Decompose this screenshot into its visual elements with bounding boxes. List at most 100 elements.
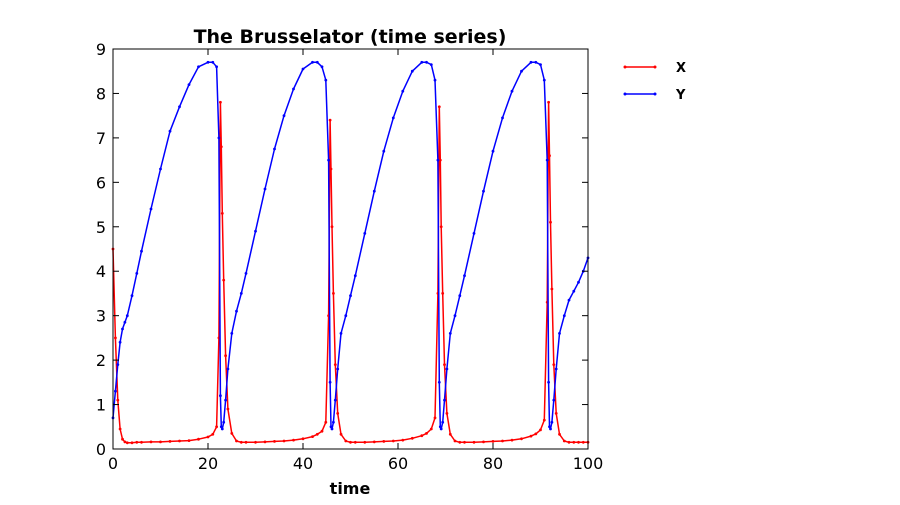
series-x-point bbox=[235, 439, 238, 443]
series-y-point bbox=[239, 292, 243, 295]
series-y-point bbox=[433, 78, 437, 82]
series-y-point bbox=[510, 89, 514, 93]
series-x-point bbox=[382, 440, 386, 443]
series-x-point bbox=[222, 278, 226, 282]
series-x-point bbox=[118, 427, 122, 431]
legend-x-marker-start bbox=[623, 65, 627, 69]
series-x-point bbox=[332, 292, 335, 295]
series-x-point bbox=[443, 363, 446, 366]
series-x-point bbox=[215, 425, 219, 429]
series-x-point bbox=[114, 336, 117, 340]
series-x-point bbox=[438, 158, 442, 162]
series-y-point bbox=[425, 60, 428, 64]
series-y-line bbox=[112, 61, 589, 430]
series-x-point bbox=[244, 440, 248, 444]
series-y-point bbox=[315, 60, 319, 64]
series-y-point bbox=[329, 425, 333, 429]
series-y-point bbox=[178, 105, 181, 109]
series-y-point bbox=[482, 189, 485, 193]
series-x-point bbox=[567, 440, 571, 444]
series-y-point bbox=[534, 60, 538, 64]
series-y-point bbox=[328, 380, 332, 384]
series-y-point bbox=[217, 136, 221, 140]
series-y-point bbox=[547, 380, 550, 384]
series-x-point bbox=[542, 418, 546, 422]
series-y-point bbox=[372, 189, 376, 193]
series-y-point bbox=[235, 309, 238, 313]
series-y-point bbox=[558, 332, 561, 335]
series-y-point bbox=[529, 60, 533, 64]
series-x-point bbox=[448, 432, 452, 436]
series-y-point bbox=[448, 332, 452, 335]
series-x-point bbox=[437, 105, 441, 109]
series-y-point bbox=[114, 389, 117, 393]
series-x-point bbox=[552, 363, 556, 366]
series-x-point bbox=[273, 440, 276, 443]
series-x-point bbox=[130, 441, 134, 445]
x-axis-label: time bbox=[330, 479, 371, 498]
series-y-point bbox=[332, 420, 335, 424]
y-tick-label: 0 bbox=[96, 440, 106, 459]
series-x-point bbox=[410, 436, 414, 440]
series-x-point bbox=[439, 225, 443, 229]
series-x-point bbox=[441, 292, 445, 295]
series-y-point bbox=[501, 116, 504, 120]
y-tick-label: 5 bbox=[96, 218, 106, 237]
series-x-point bbox=[482, 440, 485, 444]
series-x-point bbox=[429, 427, 433, 431]
series-y-point bbox=[159, 167, 162, 171]
series-x-point bbox=[320, 429, 324, 433]
series-y-point bbox=[230, 332, 234, 335]
x-tick-label: 20 bbox=[198, 454, 218, 473]
series-y-point bbox=[349, 294, 352, 298]
series-y-point bbox=[327, 158, 330, 162]
series-y-point bbox=[401, 89, 405, 93]
series-x-point bbox=[324, 420, 328, 424]
series-y-point bbox=[420, 60, 424, 64]
series-y-point bbox=[187, 83, 191, 86]
series-x-point bbox=[458, 440, 462, 444]
series-y-point bbox=[453, 314, 457, 318]
series-y-point bbox=[472, 232, 476, 235]
series-x-point bbox=[353, 440, 357, 444]
series-y-point bbox=[554, 367, 558, 371]
series-y-point bbox=[577, 280, 580, 284]
series-y-point bbox=[168, 129, 172, 133]
series-x-point bbox=[339, 432, 343, 436]
series-x-point bbox=[425, 432, 428, 435]
series-y-point bbox=[149, 207, 153, 211]
series-x-point bbox=[149, 440, 153, 444]
series-x-point bbox=[168, 440, 172, 443]
series-y-point bbox=[324, 78, 328, 82]
series-x-point bbox=[420, 434, 424, 438]
series-y-point bbox=[130, 294, 134, 298]
series-y-point bbox=[545, 158, 549, 162]
series-x-point bbox=[501, 439, 504, 443]
series-y-point bbox=[552, 398, 556, 402]
series-x-point bbox=[125, 441, 129, 445]
series-y-point bbox=[320, 65, 324, 69]
series-x-point bbox=[292, 438, 295, 442]
series-x-point bbox=[116, 398, 120, 402]
series-x-point bbox=[159, 440, 162, 444]
series-x-point bbox=[330, 225, 334, 229]
series-y-point bbox=[118, 340, 122, 344]
series-y-point bbox=[333, 398, 337, 402]
series-y-point bbox=[491, 149, 495, 153]
y-tick-label: 7 bbox=[96, 129, 106, 148]
series-y-point bbox=[116, 363, 120, 366]
series-x-point bbox=[577, 440, 580, 444]
series-x-point bbox=[549, 220, 552, 224]
series-y-point bbox=[273, 147, 276, 151]
series-x-point bbox=[349, 440, 352, 444]
series-y-point bbox=[550, 420, 554, 424]
series-y-point bbox=[539, 63, 542, 66]
series-x-point bbox=[548, 154, 551, 158]
series-y-point bbox=[215, 65, 219, 69]
series-x-point bbox=[178, 439, 181, 443]
series-y-point bbox=[197, 65, 200, 69]
series-x-point bbox=[491, 440, 495, 443]
series-x-point bbox=[581, 440, 585, 444]
series-y-point bbox=[244, 272, 248, 275]
